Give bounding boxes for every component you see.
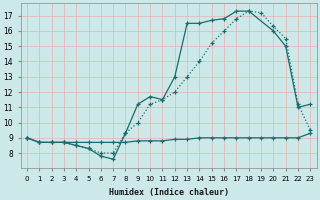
X-axis label: Humidex (Indice chaleur): Humidex (Indice chaleur) xyxy=(108,188,228,197)
